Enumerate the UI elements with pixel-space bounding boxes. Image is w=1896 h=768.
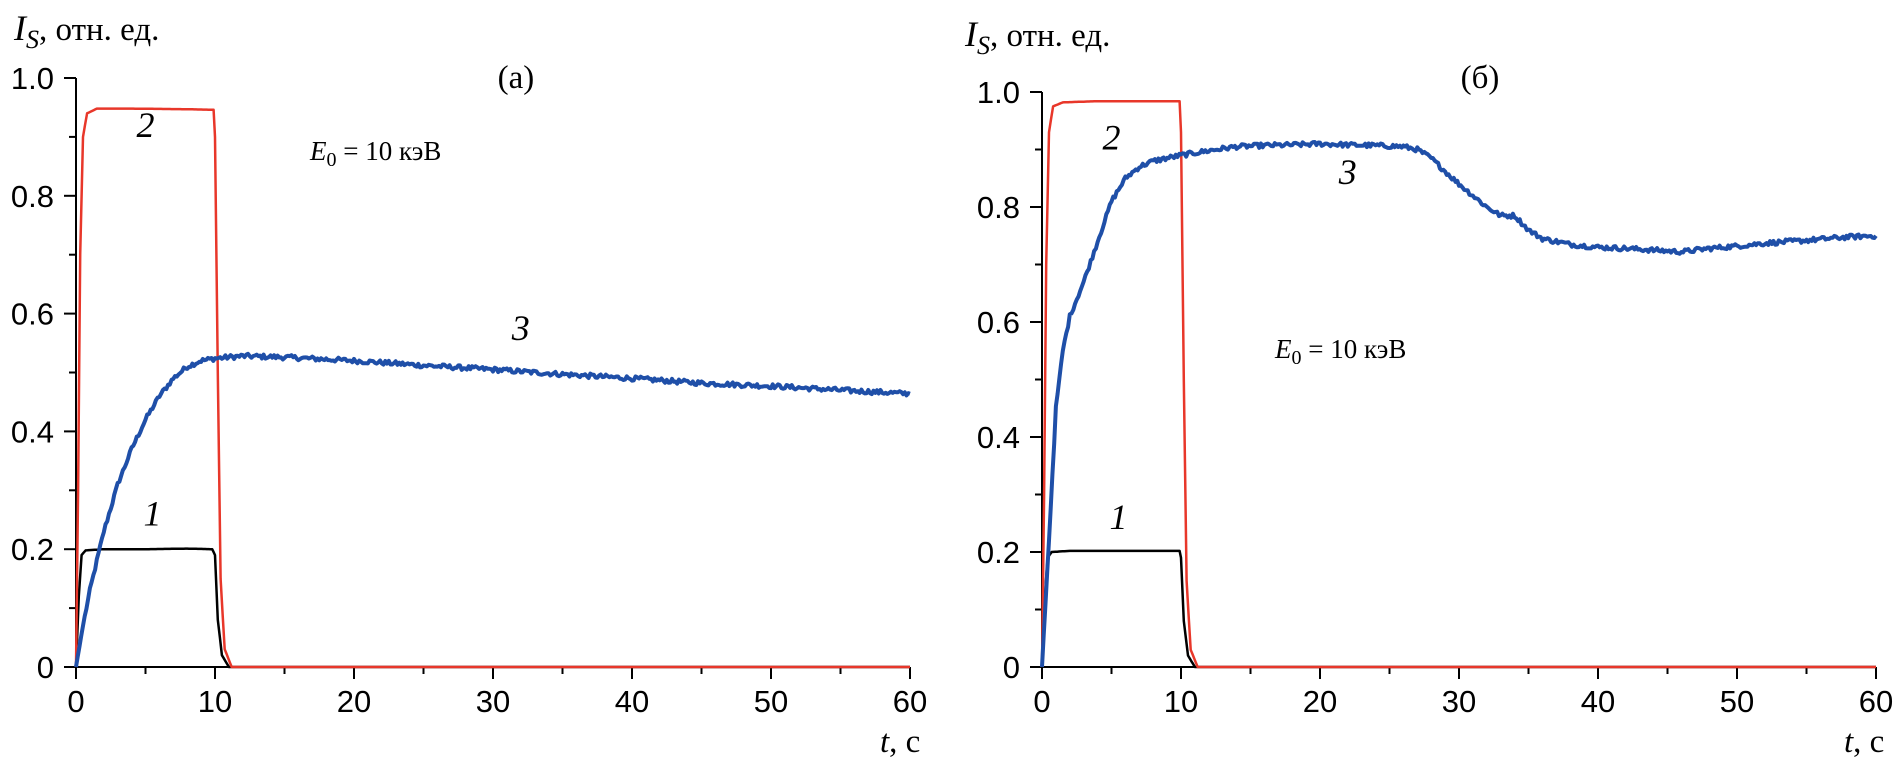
x-tick-label: 50 (1720, 684, 1754, 719)
series-1-label: 1 (143, 494, 161, 534)
panel-label: (а) (498, 60, 535, 96)
series-2-label: 2 (1103, 118, 1121, 158)
chart-panel-1: 0 10 20 30 40 50 60 0 0.2 0.4 0.6 0.8 1.0 IS, отн. ед… (11, 8, 927, 760)
series-3-line (74, 351, 911, 668)
y-tick-label: 1.0 (11, 61, 54, 96)
x-tick-label: 0 (67, 684, 84, 719)
y-tick-label: 1.0 (977, 75, 1020, 110)
x-tick-label: 0 (1033, 684, 1050, 719)
series-2-line (1040, 99, 1876, 669)
y-axis-label: IS, отн. ед. (964, 14, 1110, 60)
y-axis-label: IS, отн. ед. (13, 8, 159, 54)
series-3-label: 3 (511, 308, 530, 348)
x-tick-label: 50 (754, 684, 788, 719)
y-tick-label: 0.6 (977, 305, 1020, 340)
x-tick-label: 60 (1859, 684, 1893, 719)
energy-annotation: E0 = 10 кэВ (1274, 334, 1406, 369)
series-3-label: 3 (1338, 152, 1357, 192)
series-1-line (74, 547, 910, 669)
energy-annotation: E0 = 10 кэВ (309, 136, 441, 171)
series-1-label: 1 (1109, 497, 1127, 537)
x-tick-label: 20 (337, 684, 371, 719)
series-2-label: 2 (137, 105, 155, 145)
x-axis-label: t, с (1844, 724, 1884, 760)
series-2-line (74, 107, 910, 669)
x-tick-label: 30 (1442, 684, 1476, 719)
series-1-line (1040, 549, 1876, 669)
x-axis-label: t, с (880, 724, 920, 760)
y-tick-label: 0.4 (11, 414, 54, 449)
y-tick-label: 0.4 (977, 420, 1020, 455)
x-tick-label: 60 (893, 684, 927, 719)
y-tick-label: 0.2 (11, 532, 54, 567)
panel-label: (б) (1461, 60, 1500, 96)
x-tick-label: 40 (1581, 684, 1615, 719)
y-tick-label: 0.8 (977, 190, 1020, 225)
x-tick-label: 40 (615, 684, 649, 719)
y-tick-label: 0.6 (11, 297, 54, 332)
series-3-line (1040, 140, 1878, 668)
y-tick-label: 0.8 (11, 179, 54, 214)
y-tick-label: 0 (37, 650, 54, 685)
x-tick-label: 20 (1303, 684, 1337, 719)
x-tick-label: 10 (1164, 684, 1198, 719)
y-tick-label: 0 (1003, 650, 1020, 685)
y-tick-label: 0.2 (977, 535, 1020, 570)
x-tick-label: 10 (198, 684, 232, 719)
x-tick-label: 30 (476, 684, 510, 719)
chart-panel-2: 0 10 20 30 40 50 60 0 0.2 0.4 0.6 0.8 1.0 IS, отн. ед… (964, 14, 1893, 760)
